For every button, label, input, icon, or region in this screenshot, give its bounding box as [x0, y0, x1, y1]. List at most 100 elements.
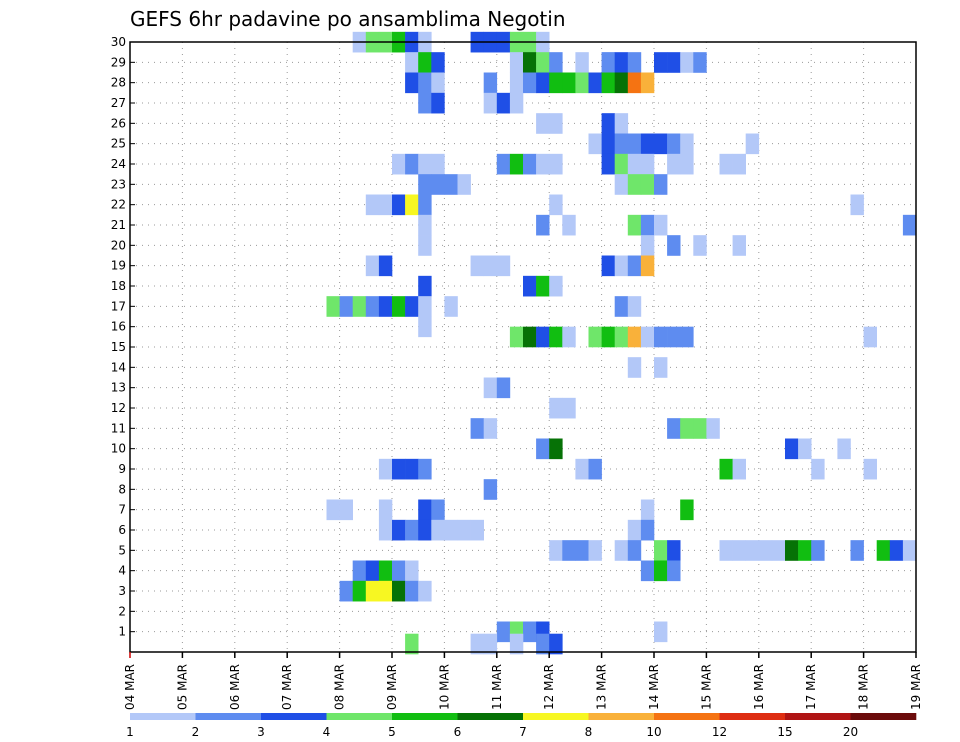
- heatmap-cell: [483, 633, 498, 655]
- y-tick-label: 4: [118, 564, 126, 578]
- heatmap-cell: [392, 519, 406, 541]
- x-tick-label: 14 MAR: [647, 664, 661, 710]
- colorbar-swatch: [654, 713, 720, 720]
- heatmap-cell: [405, 52, 419, 73]
- x-tick-label: 04 MAR: [123, 664, 137, 710]
- y-tick-label: 22: [111, 198, 126, 212]
- y-tick-label: 26: [111, 116, 126, 130]
- y-tick-label: 29: [111, 55, 126, 69]
- x-tick-label: 11 MAR: [490, 664, 504, 710]
- heatmap-cell: [444, 174, 458, 195]
- heatmap-cell: [549, 194, 563, 216]
- heatmap-cell: [614, 133, 629, 155]
- heatmap-cell: [523, 621, 537, 643]
- heatmap-cell: [405, 458, 419, 480]
- heatmap-cell: [614, 72, 629, 94]
- heatmap-cell: [902, 214, 917, 236]
- heatmap-cell: [667, 326, 681, 348]
- heatmap-cell: [392, 560, 406, 582]
- heatmap-cell: [614, 113, 629, 134]
- heatmap-cell: [470, 255, 484, 277]
- heatmap-cell: [732, 235, 746, 256]
- heatmap-cell: [588, 458, 602, 480]
- heatmap-cell: [444, 519, 458, 541]
- heatmap-cell: [719, 540, 733, 561]
- x-tick-label: 10 MAR: [437, 664, 451, 710]
- y-tick-label: 12: [111, 401, 126, 415]
- heatmap-cell: [496, 377, 511, 399]
- y-tick-label: 5: [118, 543, 126, 557]
- heatmap-cell: [758, 540, 773, 561]
- heatmap-cell: [601, 113, 615, 134]
- heatmap-cell: [614, 326, 629, 348]
- heatmap-cell: [654, 560, 668, 582]
- heatmap-cell: [640, 560, 655, 582]
- y-tick-label: 14: [111, 360, 126, 374]
- colorbar-label: 12: [712, 725, 727, 739]
- heatmap-cell: [470, 633, 484, 655]
- heatmap-cell: [889, 540, 904, 561]
- heatmap-cell: [431, 92, 445, 114]
- colorbar-swatch: [130, 713, 196, 720]
- heatmap-cell: [640, 326, 655, 348]
- heatmap-cell: [654, 621, 668, 643]
- heatmap-cell: [627, 153, 642, 175]
- y-tick-label: 11: [111, 421, 126, 435]
- heatmap-cell: [575, 458, 589, 480]
- heatmap-cell: [902, 540, 917, 561]
- heatmap-cell: [352, 296, 367, 317]
- heatmap-cell: [339, 499, 353, 521]
- colorbar-label: 15: [777, 725, 792, 739]
- heatmap-cell: [811, 540, 825, 561]
- colorbar-swatch: [195, 713, 262, 720]
- heatmap-cell: [378, 499, 393, 521]
- heatmap-cell: [667, 418, 681, 439]
- heatmap-cell: [536, 275, 550, 297]
- heatmap-cell: [523, 72, 537, 94]
- colorbar-label: 10: [646, 725, 661, 739]
- heatmap-cell: [640, 72, 655, 94]
- heatmap-cell: [640, 214, 655, 236]
- heatmap-cell: [588, 326, 602, 348]
- heatmap-cell: [405, 580, 419, 602]
- colorbar-label: 6: [454, 725, 462, 739]
- heatmap-cell: [601, 153, 615, 175]
- heatmap-cell: [627, 214, 642, 236]
- heatmap-cell: [614, 540, 629, 561]
- heatmap-cell: [418, 316, 432, 338]
- y-tick-label: 23: [111, 177, 126, 191]
- heatmap-cell: [627, 540, 642, 561]
- heatmap-cell: [352, 560, 367, 582]
- y-tick-label: 18: [111, 279, 126, 293]
- y-tick-label: 7: [118, 503, 126, 517]
- x-tick-label: 08 MAR: [333, 664, 347, 710]
- heatmap-cell: [326, 499, 340, 521]
- heatmap-cell: [614, 174, 629, 195]
- heatmap-cell: [811, 458, 825, 480]
- heatmap-cell: [405, 519, 419, 541]
- y-tick-label: 6: [118, 523, 126, 537]
- colorbar-swatch: [326, 713, 393, 720]
- y-tick-label: 8: [118, 482, 126, 496]
- heatmap-cell: [365, 194, 380, 216]
- heatmap-cell: [392, 580, 406, 602]
- heatmap-cell: [392, 458, 406, 480]
- heatmap-cell: [654, 133, 668, 155]
- y-tick-label: 16: [111, 320, 126, 334]
- heatmap-cell: [418, 214, 432, 236]
- y-tick-label: 1: [118, 625, 126, 639]
- heatmap-cell: [405, 296, 419, 317]
- heatmap-cell: [549, 540, 563, 561]
- heatmap-cell: [392, 296, 406, 317]
- heatmap-cell: [614, 296, 629, 317]
- heatmap-cell: [536, 72, 550, 94]
- heatmap-cell: [549, 438, 563, 460]
- heatmap-cell: [549, 633, 563, 655]
- heatmap-cell: [431, 52, 445, 73]
- heatmap-cell: [378, 519, 393, 541]
- y-tick-label: 10: [111, 442, 126, 456]
- heatmap-cell: [601, 52, 615, 73]
- heatmap-cell: [693, 418, 707, 439]
- x-tick-label: 09 MAR: [385, 664, 399, 710]
